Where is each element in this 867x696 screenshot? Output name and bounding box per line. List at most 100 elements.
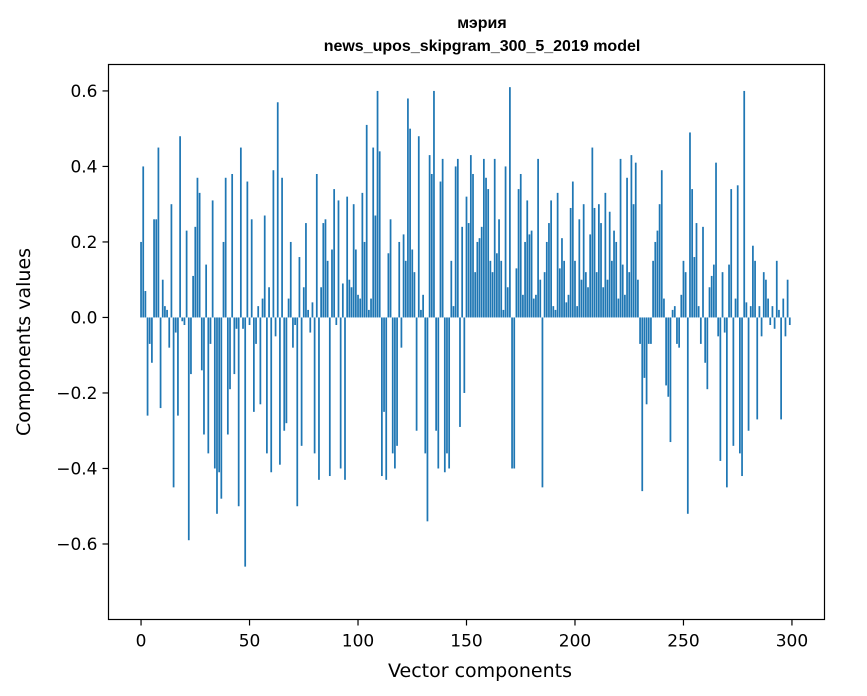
bar-241 xyxy=(663,298,665,318)
bar-107 xyxy=(372,147,375,318)
bar-270 xyxy=(726,317,728,488)
bar-188 xyxy=(548,223,550,318)
bar-64 xyxy=(279,317,281,465)
bar-124 xyxy=(409,128,411,318)
bar-75 xyxy=(302,287,305,318)
bar-271 xyxy=(728,264,730,318)
bar-117 xyxy=(394,317,396,469)
bar-292 xyxy=(773,317,776,329)
bar-62 xyxy=(274,317,277,337)
bar-214 xyxy=(604,192,607,318)
bar-129 xyxy=(420,309,422,318)
x-axis-label: Vector components xyxy=(388,660,572,682)
x-tick-label: 250 xyxy=(667,632,699,652)
bar-145 xyxy=(454,166,457,318)
bar-250 xyxy=(682,260,685,318)
bar-123 xyxy=(407,98,409,318)
bar-179 xyxy=(528,234,531,318)
bar-177 xyxy=(524,241,526,318)
bar-230 xyxy=(639,317,641,344)
bar-66 xyxy=(283,317,286,431)
bar-34 xyxy=(213,317,216,469)
bar-125 xyxy=(411,249,414,318)
bar-102 xyxy=(361,192,364,318)
bar-243 xyxy=(667,317,670,397)
bar-290 xyxy=(769,317,772,326)
bar-252 xyxy=(686,317,689,514)
bar-237 xyxy=(654,241,657,318)
bar-213 xyxy=(602,287,605,318)
x-tick-label: 300 xyxy=(776,632,808,652)
bar-186 xyxy=(543,272,546,318)
bar-80 xyxy=(313,317,316,454)
bar-59 xyxy=(268,287,270,318)
bar-112 xyxy=(383,317,385,412)
bar-205 xyxy=(584,272,587,318)
bar-219 xyxy=(615,241,618,318)
bar-164 xyxy=(496,253,498,318)
bar-71 xyxy=(294,317,296,326)
bar-31 xyxy=(207,317,210,454)
bar-81 xyxy=(315,173,318,318)
bar-101 xyxy=(359,298,362,318)
bar-246 xyxy=(673,306,676,318)
bar-231 xyxy=(641,317,644,492)
bar-299 xyxy=(788,317,791,326)
bar-166 xyxy=(500,260,503,318)
bar-5 xyxy=(151,317,153,363)
bar-106 xyxy=(370,298,372,318)
bar-50 xyxy=(248,317,251,326)
bar-69 xyxy=(289,241,292,318)
bar-163 xyxy=(493,158,496,318)
bar-203 xyxy=(580,279,583,318)
bar-88 xyxy=(331,249,333,318)
bar-268 xyxy=(721,272,724,318)
bar-265 xyxy=(715,162,717,318)
x-tick-label: 50 xyxy=(239,632,261,652)
bar-98 xyxy=(352,204,355,318)
bar-212 xyxy=(600,223,602,318)
bar-276 xyxy=(739,317,741,454)
bar-153 xyxy=(472,173,474,318)
bar-235 xyxy=(650,317,652,344)
bar-0 xyxy=(140,241,142,318)
bar-73 xyxy=(298,257,301,318)
bar-29 xyxy=(203,317,205,435)
bar-183 xyxy=(537,158,539,318)
bar-258 xyxy=(699,317,702,344)
bar-57 xyxy=(263,215,266,318)
bar-282 xyxy=(752,245,754,318)
chart-title: мэрия xyxy=(457,15,506,32)
bar-136 xyxy=(435,317,437,431)
bar-49 xyxy=(246,181,249,318)
bar-174 xyxy=(517,189,520,318)
bar-13 xyxy=(168,317,171,348)
bar-195 xyxy=(563,260,566,318)
bar-139 xyxy=(441,158,444,318)
bar-232 xyxy=(643,317,646,378)
bar-121 xyxy=(402,234,405,318)
bar-30 xyxy=(205,264,208,318)
bar-169 xyxy=(506,287,509,318)
bar-298 xyxy=(786,279,789,318)
bar-288 xyxy=(765,279,767,318)
bar-16 xyxy=(174,317,177,333)
bar-109 xyxy=(376,90,379,318)
bar-168 xyxy=(504,166,507,318)
bar-194 xyxy=(561,238,563,318)
bar-261 xyxy=(706,317,709,390)
y-tick-label: 0.0 xyxy=(70,308,97,328)
bar-256 xyxy=(695,223,698,318)
bar-253 xyxy=(689,132,691,318)
bar-21 xyxy=(185,230,188,318)
x-tick-label: 150 xyxy=(450,632,482,652)
bar-140 xyxy=(443,317,446,473)
bar-36 xyxy=(218,317,221,473)
bar-294 xyxy=(778,309,780,318)
bar-100 xyxy=(357,294,359,318)
x-axis-ticks: 0 50 100 150 200 250 300 xyxy=(136,619,808,652)
bar-221 xyxy=(619,158,622,318)
bar-87 xyxy=(328,317,331,477)
bar-130 xyxy=(422,294,424,318)
bar-193 xyxy=(558,268,561,318)
